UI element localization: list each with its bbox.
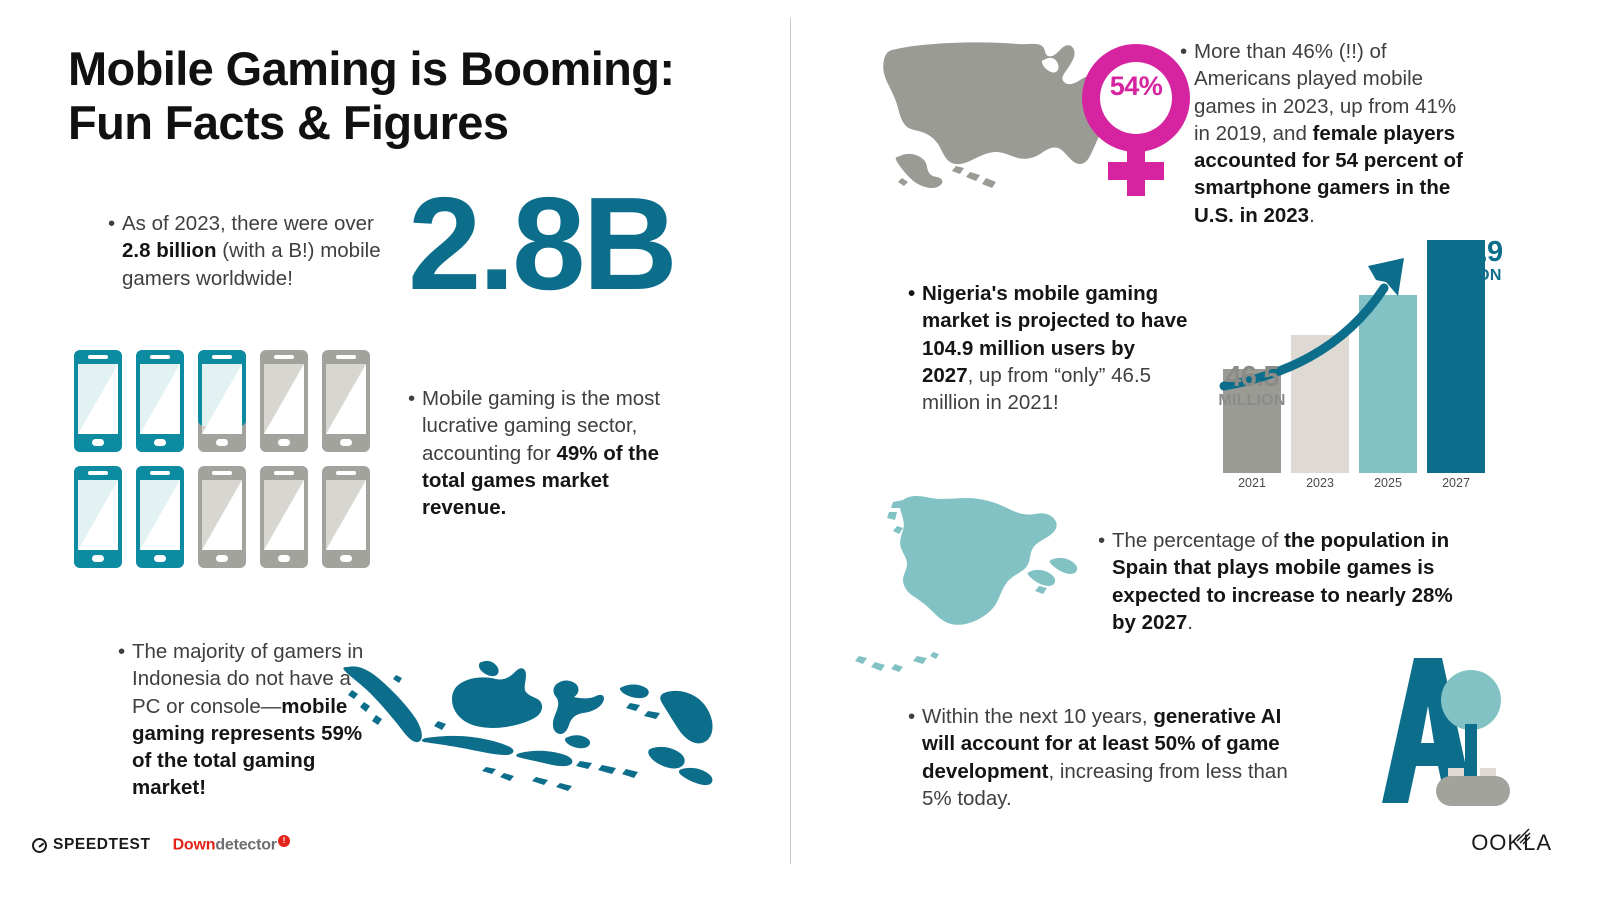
bullet-generative-ai: • Within the next 10 years, generative A…: [908, 703, 1308, 812]
bullet-dot: •: [908, 705, 916, 728]
bullet-spain-population: • The percentage of the population in Sp…: [1098, 527, 1470, 636]
joystick-stem: [1465, 724, 1477, 778]
bullet-dot: •: [118, 640, 126, 663]
joystick-base: [1436, 776, 1510, 806]
bullet-dot: •: [108, 212, 116, 235]
bullet-worldwide-gamers: • As of 2023, there were over 2.8 billio…: [108, 210, 388, 292]
smartphone-icon: [74, 466, 122, 568]
bullet-text-pre: As of 2023, there were over: [122, 212, 374, 235]
title-line-2: Fun Facts & Figures: [68, 95, 509, 149]
downdetector-detector: detector: [215, 836, 277, 854]
bullet-text-bold: 49% of the total games market revenue.: [422, 441, 660, 520]
bullet-games-market-revenue: • Mobile gaming is the most lucrative ga…: [408, 385, 698, 521]
bullet-text-bold: generative AI will account for at least …: [922, 705, 1282, 783]
speedtest-gauge-icon: [32, 837, 47, 853]
footer-logo-right: OOKLA: [1471, 828, 1552, 856]
bullet-dot: •: [408, 387, 416, 410]
smartphone-icon: [136, 350, 184, 452]
annotation-value: 46.5: [1225, 361, 1279, 393]
bullet-text-pre: Within the next 10 years,: [922, 705, 1154, 728]
ookla-slash-icon: [1516, 828, 1531, 845]
title-line-1: Mobile Gaming is Booming:: [68, 42, 675, 95]
indonesia-map: [330, 645, 715, 800]
annotation-unit: MILLION: [1218, 391, 1286, 409]
chart-annotation-2021: 46.5 MILLION: [1214, 361, 1290, 409]
smartphone-icon-empty: [322, 350, 370, 452]
chart-annotation-2027: 104.9 MILLION: [1420, 236, 1516, 284]
smartphone-icon-empty: [322, 466, 370, 568]
bullet-dot: •: [1180, 40, 1188, 63]
x-tick-label: 2023: [1306, 476, 1334, 490]
x-tick-label: 2027: [1442, 476, 1470, 490]
smartphone-icon: [136, 466, 184, 568]
downdetector-down: Down: [172, 836, 216, 854]
bullet-text-bold: mobile gaming represents 59% of the tota…: [132, 694, 363, 800]
bullet-us-mobile-gamers: • More than 46% (!!) of Americans played…: [1180, 38, 1470, 229]
bullet-text-pre: Mobile gaming is the most lucrative gami…: [422, 387, 661, 465]
female-symbol-badge: 54%: [1082, 44, 1190, 196]
bullet-indonesia-gamers: • The majority of gamers in Indonesia do…: [118, 638, 378, 802]
ookla-logo[interactable]: OOKLA: [1471, 828, 1552, 856]
x-tick-label: 2025: [1374, 476, 1402, 490]
big-stat-2-8b: 2.8B: [408, 170, 678, 317]
bullet-dot: •: [1098, 529, 1106, 552]
bullet-text-bold: the population in Spain that plays mobil…: [1112, 529, 1453, 634]
phone-icon-grid: [74, 350, 384, 572]
bullet-text-post: .: [1309, 203, 1315, 227]
female-percent-label: 54%: [1109, 71, 1163, 101]
bar-2025: [1359, 295, 1417, 473]
smartphone-icon-empty: [260, 466, 308, 568]
bullet-text-bold: 2.8 billion: [122, 239, 217, 263]
ai-joystick-graphic: [1338, 648, 1514, 813]
bullet-text-pre: The majority of gamers in Indonesia do n…: [132, 640, 364, 718]
letter-a: [1382, 658, 1474, 803]
bullet-text-post: , up from “only” 46.5 million in 2021!: [922, 363, 1152, 414]
bullet-text-bold: Nigeria's mobile gaming market is projec…: [922, 282, 1188, 387]
ookla-wordmark: OOKLA: [1471, 830, 1552, 855]
upward-curved-arrow-icon: [1218, 248, 1438, 428]
smartphone-icon-empty: [260, 350, 308, 452]
bullet-text-pre: The percentage of: [1112, 529, 1285, 552]
united-states-map: [868, 32, 1168, 212]
bullet-text-post: , increasing from less than 5% today.: [922, 759, 1288, 810]
annotation-value: 104.9: [1433, 236, 1503, 268]
bullet-text-post: .: [1187, 610, 1193, 634]
bar-2027: [1427, 240, 1485, 473]
chart-x-axis: 2021 2023 2025 2027: [1215, 476, 1505, 494]
smartphone-icon-partial: [198, 350, 246, 452]
bullet-nigeria-market: • Nigeria's mobile gaming market is proj…: [908, 280, 1188, 416]
footer-logos-left: SPEEDTEST Downdetector!: [32, 832, 290, 858]
annotation-unit: MILLION: [1434, 266, 1502, 284]
joystick-ball: [1441, 670, 1501, 730]
x-tick-label: 2021: [1238, 476, 1266, 490]
smartphone-icon-empty: [198, 466, 246, 568]
speedtest-logo[interactable]: SPEEDTEST: [32, 836, 151, 854]
speedtest-wordmark: SPEEDTEST: [53, 836, 151, 853]
bullet-dot: •: [908, 282, 916, 305]
column-divider: [790, 18, 791, 864]
bullet-text-bold: female players accounted for 54 percent …: [1194, 121, 1463, 227]
smartphone-icon: [74, 350, 122, 452]
downdetector-logo[interactable]: Downdetector!: [173, 835, 290, 854]
bullet-text-pre: More than 46% (!!) of Americans played m…: [1194, 40, 1457, 145]
downdetector-alert-badge: !: [277, 835, 290, 848]
spain-map: [845, 478, 1080, 678]
bullet-text-post: (with a B!) mobile gamers worldwide!: [122, 239, 381, 290]
page-title: Mobile Gaming is Booming: Fun Facts & Fi…: [68, 42, 748, 149]
